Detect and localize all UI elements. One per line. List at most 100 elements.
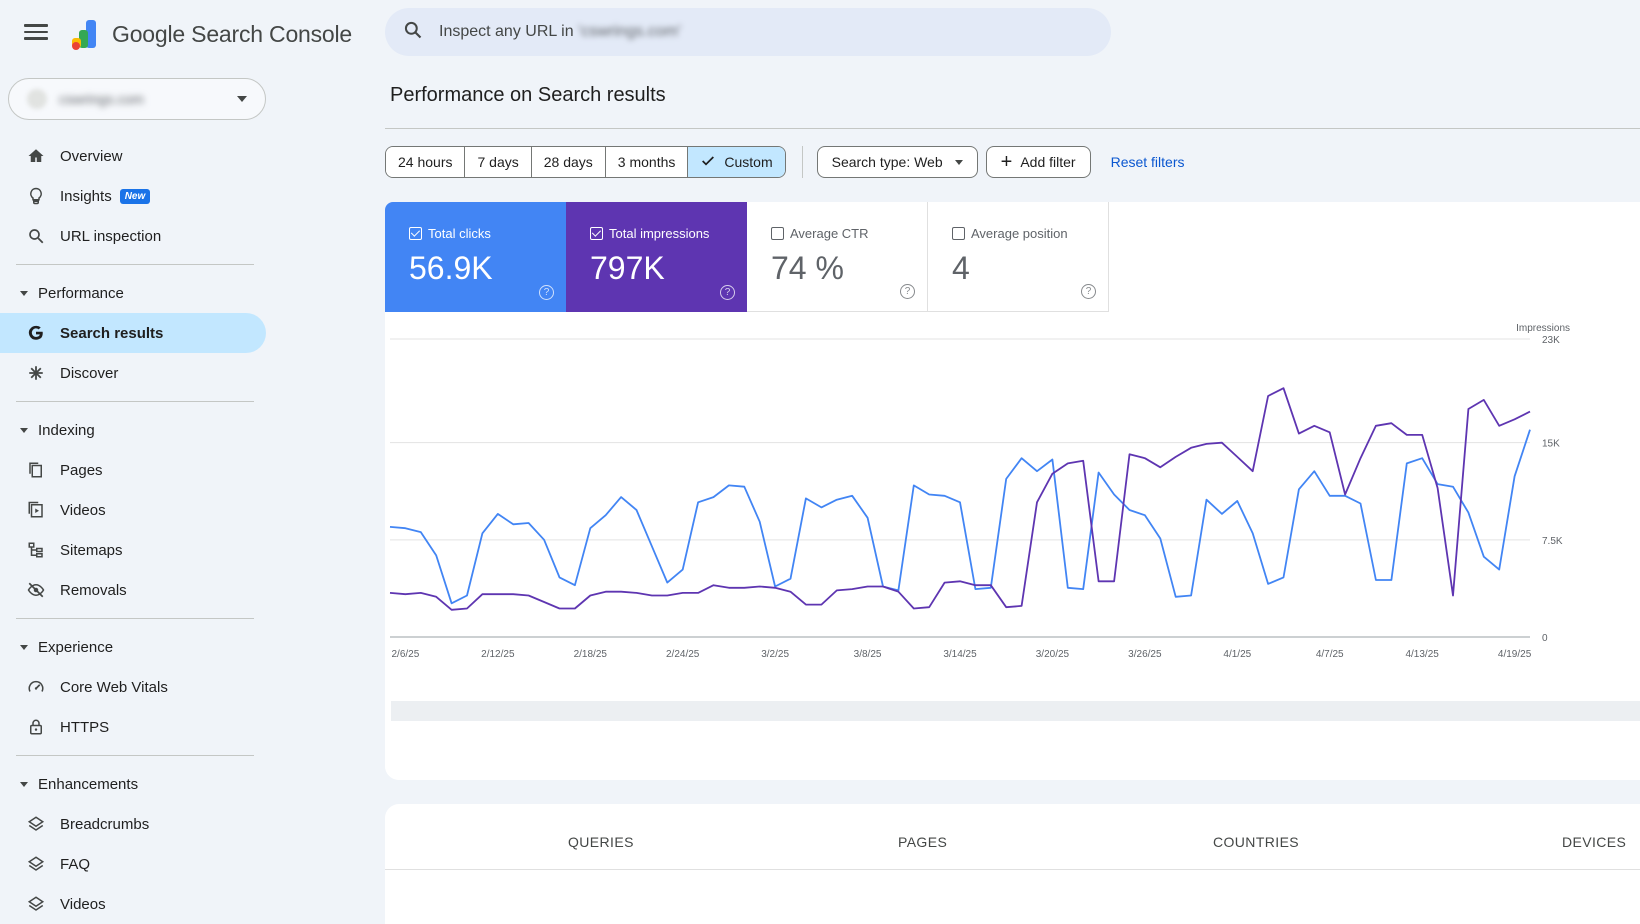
metric-cards: Total clicks 56.9K ? Total impressions 7… [385, 202, 1109, 312]
sidebar: Google Search Console cswrings.com Overv… [0, 0, 362, 924]
range-24-hours[interactable]: 24 hours [386, 147, 466, 177]
x-tick-label: 4/7/25 [1316, 649, 1344, 660]
filter-divider [801, 146, 803, 178]
reset-filters-link[interactable]: Reset filters [1110, 154, 1185, 170]
side-nav: Overview Insights New URL inspection Per… [0, 136, 266, 924]
nav-removals[interactable]: Removals [0, 570, 266, 610]
nav-breadcrumbs[interactable]: Breadcrumbs [0, 804, 266, 844]
brand-google: Google [112, 20, 185, 47]
google-g-icon [26, 323, 46, 343]
x-tick-label: 3/20/25 [1036, 649, 1070, 660]
nav-removals-label: Removals [60, 581, 127, 599]
chart-footer-bar [391, 701, 1640, 721]
nav-pages[interactable]: Pages [0, 450, 266, 490]
tab-devices[interactable]: DEVICES [1562, 834, 1627, 850]
nav-videos-enhancement[interactable]: Videos [0, 884, 266, 924]
main-menu-icon[interactable] [22, 20, 50, 44]
metric-average-position[interactable]: Average position 4 ? [928, 202, 1109, 312]
metric-total-clicks[interactable]: Total clicks 56.9K ? [385, 202, 566, 312]
nav-overview[interactable]: Overview [0, 136, 266, 176]
speedometer-icon [26, 677, 46, 697]
date-range-selector: 24 hours 7 days 28 days 3 months Custom [385, 146, 786, 178]
help-icon[interactable]: ? [1081, 284, 1096, 299]
range-7-days[interactable]: 7 days [465, 147, 532, 177]
nav-sitemaps[interactable]: Sitemaps [0, 530, 266, 570]
metric-ctr-value: 74 % [771, 250, 844, 286]
nav-divider [16, 401, 254, 402]
lock-icon [26, 717, 46, 737]
clicks-series-line [389, 429, 1531, 605]
url-inspection-search[interactable]: Inspect any URL in 'cswrings.com' [385, 8, 1111, 56]
nav-discover[interactable]: Discover [0, 353, 266, 393]
y-tick-label: 0 [1542, 633, 1548, 644]
checkbox-unchecked-icon[interactable] [952, 227, 965, 240]
range-custom-label: Custom [724, 154, 773, 170]
nav-search-results[interactable]: Search results [0, 313, 266, 353]
search-type-filter[interactable]: Search type: Web [816, 146, 978, 178]
nav-pages-label: Pages [60, 461, 103, 479]
x-tick-label: 4/19/25 [1498, 649, 1532, 660]
tab-queries[interactable]: QUERIES [568, 834, 634, 850]
tab-pages[interactable]: PAGES [898, 834, 948, 850]
x-tick-label: 2/24/25 [666, 649, 700, 660]
nav-section-indexing[interactable]: Indexing [0, 410, 266, 450]
x-tick-label: 4/1/25 [1223, 649, 1251, 660]
nav-faq-label: FAQ [60, 855, 91, 873]
checkbox-unchecked-icon[interactable] [771, 227, 784, 240]
nav-section-experience[interactable]: Experience [0, 627, 266, 667]
y-tick-label: 7.5K [1542, 536, 1563, 547]
tab-countries[interactable]: COUNTRIES [1213, 834, 1300, 850]
nav-url-inspection-label: URL inspection [60, 227, 162, 245]
metric-total-impressions[interactable]: Total impressions 797K ? [566, 202, 747, 312]
app-logo[interactable]: Google Search Console [68, 16, 352, 52]
search-console-logo-icon [72, 20, 96, 50]
nav-section-performance[interactable]: Performance [0, 273, 266, 313]
property-selector[interactable]: cswrings.com [8, 78, 266, 120]
nav-https-label: HTTPS [60, 718, 110, 736]
checkbox-checked-icon[interactable] [409, 227, 422, 240]
title-divider [385, 128, 1640, 129]
nav-discover-label: Discover [60, 364, 119, 382]
help-icon[interactable]: ? [900, 284, 915, 299]
help-icon[interactable]: ? [720, 285, 735, 300]
metric-clicks-value: 56.9K [409, 250, 493, 286]
metric-impressions-label: Total impressions [609, 226, 710, 241]
nav-core-web-vitals[interactable]: Core Web Vitals [0, 667, 266, 707]
range-28-days[interactable]: 28 days [531, 147, 606, 177]
nav-videos[interactable]: Videos [0, 490, 266, 530]
chart-lower-panel [385, 722, 1640, 780]
metric-position-value: 4 [952, 250, 970, 286]
x-tick-label: 2/18/25 [574, 649, 608, 660]
caret-down-icon [20, 644, 28, 650]
layers-icon [26, 894, 46, 914]
video-page-icon [26, 500, 46, 520]
x-tick-label: 4/13/25 [1405, 649, 1439, 660]
nav-url-inspection[interactable]: URL inspection [0, 216, 266, 256]
caret-down-icon [20, 781, 28, 787]
impressions-series-line [389, 387, 1531, 611]
range-3-months[interactable]: 3 months [605, 147, 689, 177]
page-title: Performance on Search results [390, 84, 666, 106]
nav-https[interactable]: HTTPS [0, 707, 266, 747]
range-custom[interactable]: Custom [688, 147, 785, 177]
y-axis-label: Impressions [1516, 323, 1570, 334]
nav-section-enhancements[interactable]: Enhancements [0, 764, 266, 804]
nav-faq[interactable]: FAQ [0, 844, 266, 884]
x-tick-label: 3/2/25 [761, 649, 789, 660]
search-placeholder-prefix: Inspect any URL in [439, 23, 574, 40]
nav-insights[interactable]: Insights New [0, 176, 266, 216]
new-badge: New [119, 188, 151, 204]
y-tick-label: 23K [1542, 335, 1560, 346]
metric-ctr-label: Average CTR [790, 226, 869, 241]
help-icon[interactable]: ? [539, 285, 554, 300]
metric-average-ctr[interactable]: Average CTR 74 % ? [747, 202, 928, 312]
add-filter-label: Add filter [1020, 154, 1076, 170]
nav-divider [16, 264, 254, 265]
add-filter-button[interactable]: + Add filter [985, 146, 1091, 178]
nav-sitemaps-label: Sitemaps [60, 541, 123, 559]
caret-down-icon [954, 159, 963, 165]
x-tick-label: 3/8/25 [854, 649, 882, 660]
checkbox-checked-icon[interactable] [590, 227, 603, 240]
search-placeholder[interactable]: Inspect any URL in 'cswrings.com' [439, 23, 681, 41]
